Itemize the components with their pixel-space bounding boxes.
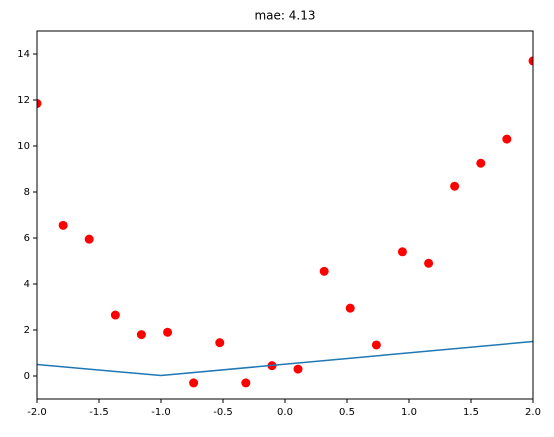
x-tick-label: -0.5 — [213, 407, 233, 418]
point — [293, 364, 303, 374]
point — [528, 56, 533, 66]
point — [110, 310, 120, 320]
point — [424, 258, 434, 268]
y-tick-label: 2 — [24, 325, 30, 336]
point — [450, 181, 460, 191]
point — [136, 330, 146, 340]
point — [163, 327, 173, 337]
chart-title: mae: 4.13 — [254, 9, 315, 23]
point — [241, 378, 251, 388]
plot-frame — [36, 30, 534, 400]
y-tick-label: 0 — [24, 371, 30, 382]
line — [37, 340, 533, 377]
y-tick-label: 8 — [24, 187, 30, 198]
y-tick-label: 6 — [24, 233, 30, 244]
x-tick-label: 2.0 — [525, 407, 541, 418]
x-tick-label: 1.5 — [463, 407, 479, 418]
x-tick-label: -1.0 — [151, 407, 171, 418]
y-tick-label: 4 — [24, 279, 30, 290]
x-tick-label: 1.0 — [401, 407, 417, 418]
point — [502, 134, 512, 144]
point — [371, 340, 381, 350]
point — [476, 158, 486, 168]
x-tick-label: 0.0 — [277, 407, 293, 418]
point — [189, 378, 199, 388]
point — [58, 220, 68, 230]
point — [319, 266, 329, 276]
x-tick-label: 0.5 — [339, 407, 355, 418]
y-tick-label: 12 — [17, 95, 30, 106]
point — [215, 338, 225, 348]
point — [345, 303, 355, 313]
y-tick-label: 14 — [17, 49, 30, 60]
x-tick-label: -2.0 — [27, 407, 47, 418]
x-tick-label: -1.5 — [89, 407, 109, 418]
y-tick-label: 10 — [17, 141, 30, 152]
point — [397, 247, 407, 257]
point — [84, 234, 94, 244]
point — [37, 98, 42, 108]
